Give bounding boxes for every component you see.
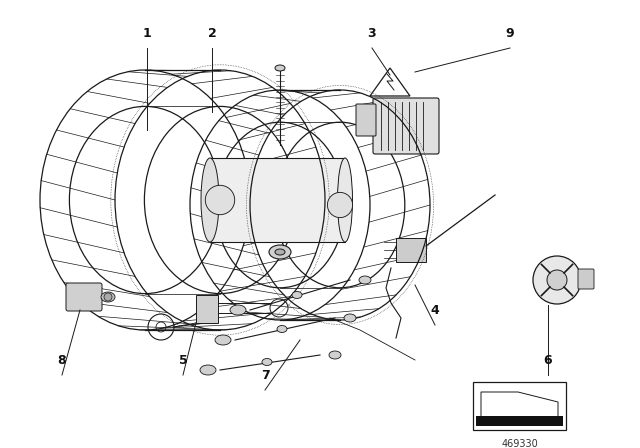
Ellipse shape xyxy=(277,326,287,332)
FancyBboxPatch shape xyxy=(373,98,439,154)
Text: 5: 5 xyxy=(179,354,188,367)
Ellipse shape xyxy=(292,292,302,298)
Ellipse shape xyxy=(215,335,231,345)
Bar xyxy=(473,382,566,430)
Circle shape xyxy=(547,270,567,290)
Ellipse shape xyxy=(101,292,115,302)
Text: 6: 6 xyxy=(544,354,552,367)
Ellipse shape xyxy=(337,158,353,242)
Ellipse shape xyxy=(344,314,356,322)
Text: 1: 1 xyxy=(143,27,152,40)
Ellipse shape xyxy=(329,351,341,359)
Text: 8: 8 xyxy=(58,354,67,367)
Ellipse shape xyxy=(359,276,371,284)
Text: 469330: 469330 xyxy=(501,439,538,448)
Ellipse shape xyxy=(230,305,246,315)
Ellipse shape xyxy=(269,245,291,259)
Text: 4: 4 xyxy=(431,304,440,317)
Bar xyxy=(396,238,426,262)
Text: 7: 7 xyxy=(260,369,269,382)
Circle shape xyxy=(205,185,235,215)
FancyBboxPatch shape xyxy=(356,104,376,136)
FancyBboxPatch shape xyxy=(66,283,102,311)
Text: 9: 9 xyxy=(506,27,515,40)
Ellipse shape xyxy=(200,365,216,375)
Circle shape xyxy=(533,256,581,304)
Bar xyxy=(476,416,563,426)
Text: 3: 3 xyxy=(368,27,376,40)
Ellipse shape xyxy=(262,358,272,366)
FancyBboxPatch shape xyxy=(578,269,594,289)
Circle shape xyxy=(104,293,112,301)
Ellipse shape xyxy=(201,158,219,242)
Bar xyxy=(210,158,345,242)
Ellipse shape xyxy=(275,249,285,255)
Ellipse shape xyxy=(275,65,285,71)
Circle shape xyxy=(328,192,353,218)
Text: 2: 2 xyxy=(207,27,216,40)
Bar xyxy=(196,295,218,323)
